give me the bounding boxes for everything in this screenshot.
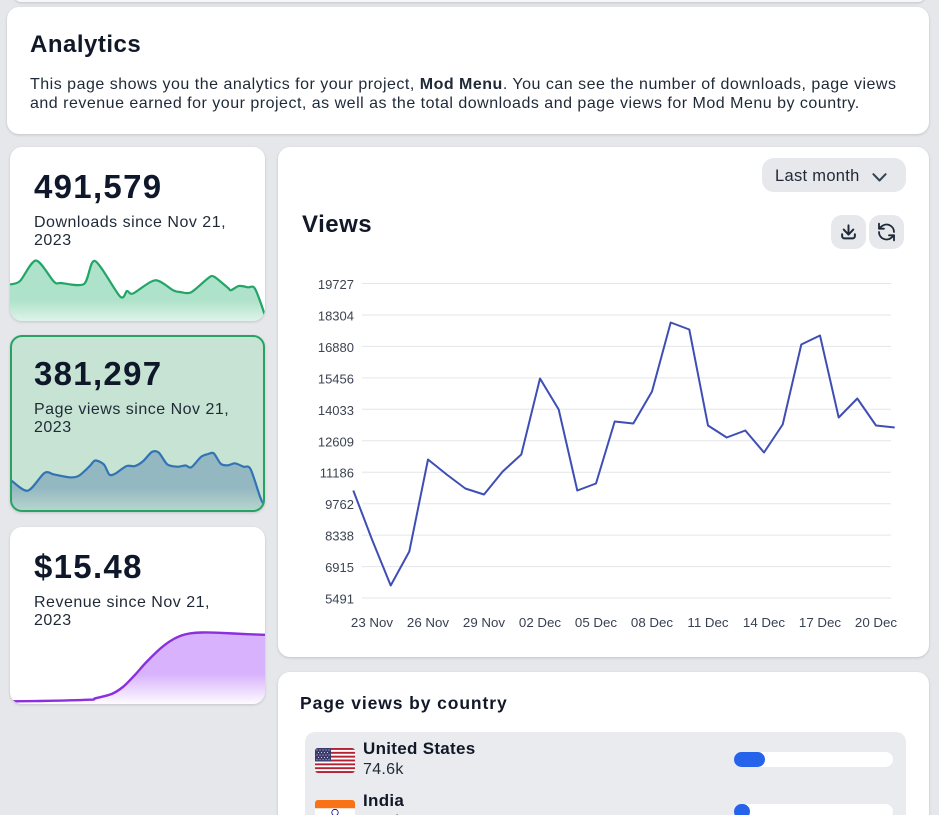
svg-text:11 Dec: 11 Dec (687, 615, 728, 630)
svg-text:08 Dec: 08 Dec (631, 615, 673, 630)
svg-text:02 Dec: 02 Dec (519, 615, 561, 630)
svg-text:8338: 8338 (325, 529, 354, 544)
svg-text:29 Nov: 29 Nov (463, 615, 505, 630)
svg-text:9762: 9762 (325, 497, 354, 512)
svg-text:19727: 19727 (318, 277, 354, 292)
svg-text:18304: 18304 (318, 309, 354, 324)
svg-text:23 Nov: 23 Nov (351, 615, 393, 630)
svg-text:15456: 15456 (318, 371, 354, 386)
svg-text:14 Dec: 14 Dec (743, 615, 785, 630)
svg-text:6915: 6915 (325, 560, 354, 575)
svg-text:05 Dec: 05 Dec (575, 615, 617, 630)
svg-text:26 Nov: 26 Nov (407, 615, 449, 630)
svg-text:11186: 11186 (320, 466, 354, 481)
svg-text:16880: 16880 (318, 340, 354, 355)
svg-text:14033: 14033 (318, 403, 354, 418)
svg-text:20 Dec: 20 Dec (855, 615, 897, 630)
svg-text:5491: 5491 (325, 592, 354, 607)
svg-text:17 Dec: 17 Dec (799, 615, 841, 630)
svg-text:12609: 12609 (318, 434, 354, 449)
